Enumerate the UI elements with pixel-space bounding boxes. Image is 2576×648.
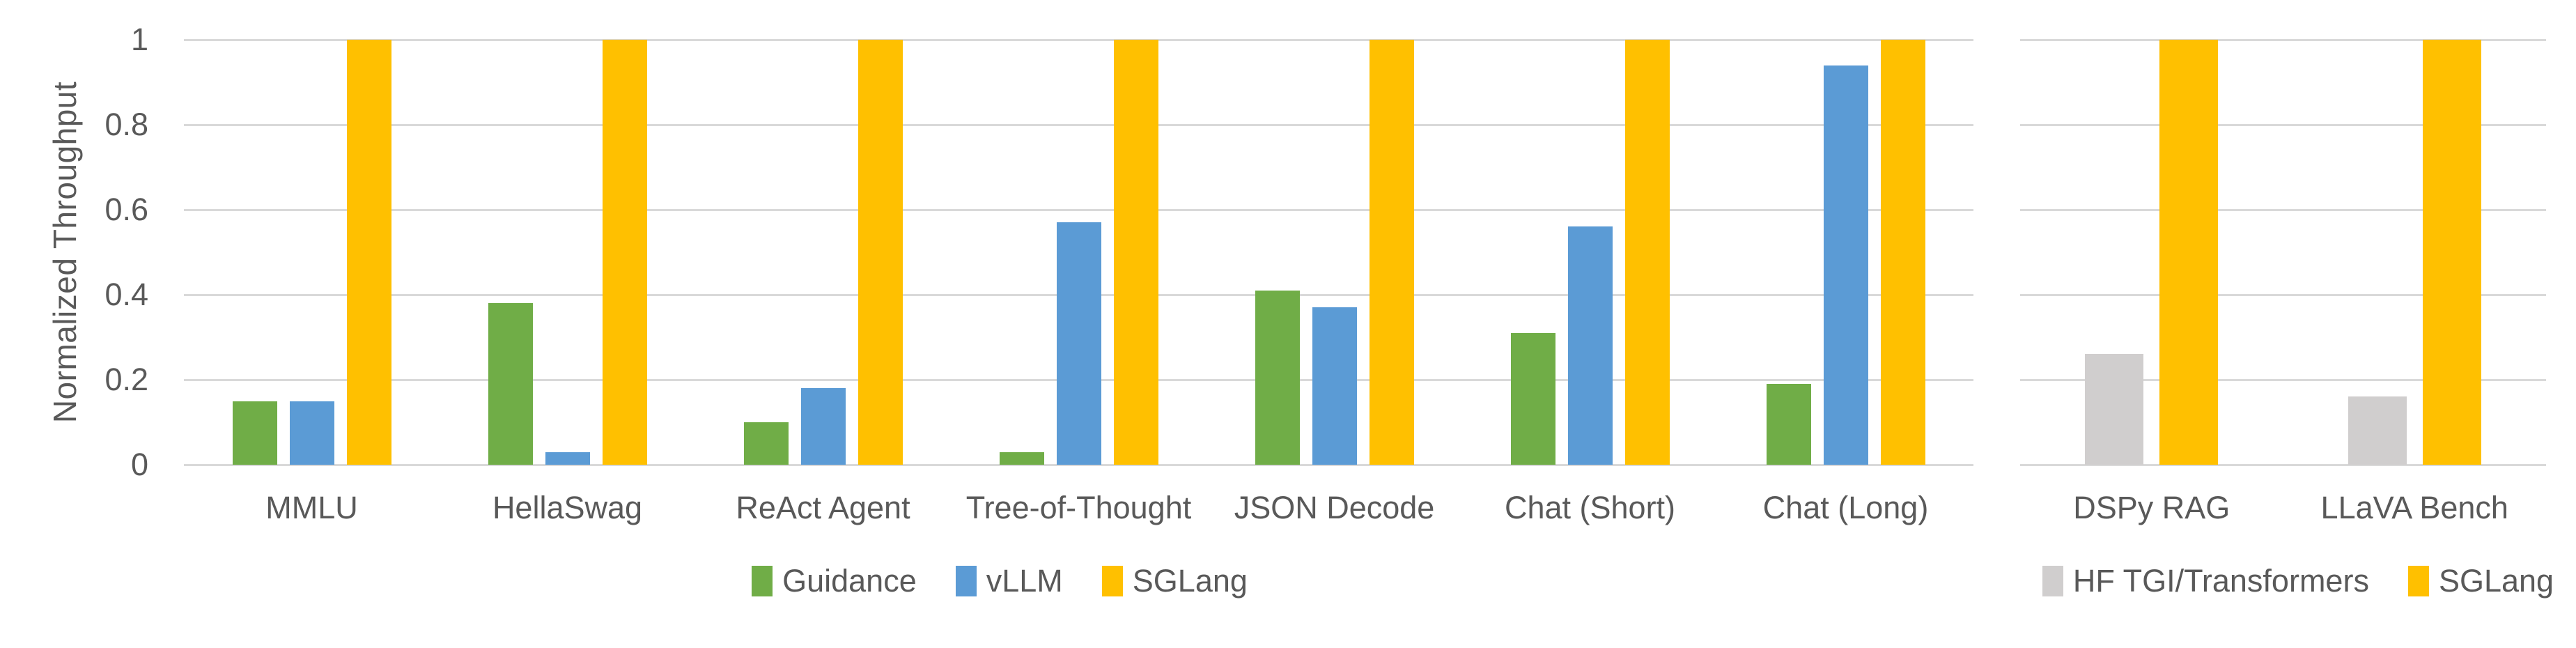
bar [488, 303, 533, 465]
bar [2159, 40, 2219, 465]
legend-item: SGLang [2407, 563, 2554, 599]
legend-swatch [1101, 566, 1123, 596]
category-label: ReAct Agent [736, 490, 910, 525]
gridline [2020, 124, 2546, 126]
legend-label: SGLang [2438, 563, 2554, 599]
legend-label: Guidance [782, 563, 917, 599]
y-tick-label: 0 [130, 447, 148, 482]
y-tick-label: 0.6 [104, 192, 148, 227]
legend-label: vLLM [986, 563, 1063, 599]
bar [1113, 40, 1158, 465]
legend-label: SGLang [1132, 563, 1248, 599]
bar [1880, 40, 1925, 465]
legend-item: vLLM [955, 563, 1063, 599]
bar [743, 422, 789, 465]
category-label: HellaSwag [492, 490, 643, 525]
bar [2422, 40, 2481, 465]
bar [1567, 226, 1613, 465]
bar [2085, 354, 2144, 465]
category-label: Chat (Short) [1504, 490, 1676, 525]
bar [999, 452, 1044, 465]
gridline [184, 464, 1973, 466]
bar [2348, 396, 2407, 465]
category-label: DSPy RAG [2073, 490, 2230, 525]
bar [1312, 307, 1357, 465]
bar [1056, 222, 1101, 465]
left-legend: Guidance vLLM SGLang [0, 559, 1999, 603]
bar [346, 40, 391, 465]
category-label: Chat (Long) [1762, 490, 1929, 525]
bar [1510, 332, 1555, 465]
bar [545, 452, 590, 465]
legend-item: Guidance [752, 563, 917, 599]
legend-label: HF TGI/Transformers [2072, 563, 2369, 599]
bar [858, 40, 903, 465]
bar [232, 401, 277, 465]
legend-swatch [752, 566, 773, 596]
legend-item: SGLang [1101, 563, 1248, 599]
y-tick-label: 0.8 [104, 107, 148, 142]
bar [602, 40, 647, 465]
legend-swatch [955, 566, 977, 596]
gridline [2020, 379, 2546, 381]
category-label: JSON Decode [1234, 490, 1435, 525]
gridline [184, 124, 1973, 126]
gridline [184, 39, 1973, 41]
legend-item: HF TGI/Transformers [2042, 563, 2369, 599]
category-label: Tree-of-Thought [965, 490, 1192, 525]
category-label: LLaVA Bench [2320, 490, 2508, 525]
bar [800, 388, 846, 465]
bar [1369, 40, 1414, 465]
bar [289, 401, 334, 465]
right-legend: HF TGI/Transformers SGLang [2020, 559, 2576, 603]
right-chart-panel: DSPy RAG LLaVA Bench [2020, 39, 2546, 525]
bar [1823, 65, 1868, 465]
legend-swatch [2407, 566, 2429, 596]
category-label: MMLU [265, 490, 358, 525]
y-tick-label: 1 [130, 22, 148, 57]
gridline [2020, 464, 2546, 466]
bar [1255, 290, 1300, 465]
legend-swatch [2042, 566, 2063, 596]
y-tick-label: 0.4 [104, 277, 148, 312]
y-tick-label: 0.2 [104, 362, 148, 397]
gridline [184, 209, 1973, 211]
bar [1766, 384, 1811, 465]
gridline [2020, 39, 2546, 41]
bar [1624, 40, 1670, 465]
gridline [2020, 209, 2546, 211]
left-chart-panel: MMLU HellaSwag ReAct Agent Tree-of-Thought J… [184, 39, 1973, 525]
gridline [2020, 294, 2546, 296]
